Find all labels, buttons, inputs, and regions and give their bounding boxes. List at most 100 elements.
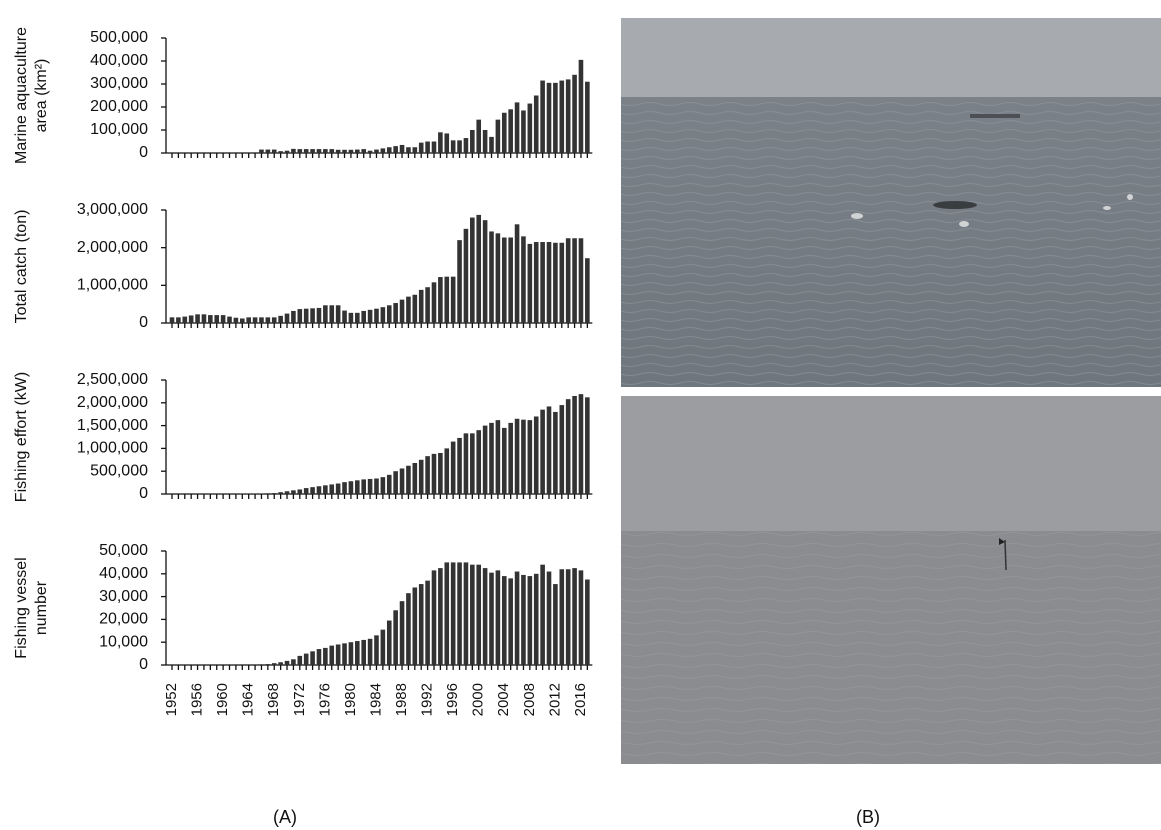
bar [342, 482, 347, 494]
y-tick-label: 0 [139, 656, 148, 673]
bar [406, 147, 411, 153]
bar [323, 149, 328, 153]
bar [355, 313, 360, 323]
bar [336, 484, 341, 494]
bar [470, 130, 475, 153]
bar [342, 643, 347, 665]
y-tick-label: 1,000,000 [77, 277, 148, 294]
bar [310, 487, 315, 494]
bar [521, 420, 526, 494]
bar [579, 60, 584, 153]
panel-label: (A) [273, 807, 297, 827]
bar [234, 318, 239, 323]
bar [336, 305, 341, 323]
bar [182, 317, 187, 323]
bar [291, 149, 296, 153]
bar [259, 664, 264, 665]
y-tick-label: 30,000 [99, 588, 148, 605]
bar [521, 575, 526, 665]
bar [496, 120, 501, 153]
bar [419, 290, 424, 323]
bar [323, 305, 328, 323]
bar [585, 580, 590, 666]
bar [540, 565, 545, 665]
bar [304, 654, 309, 665]
y-tick-label: 100,000 [90, 121, 148, 138]
bar [419, 143, 424, 153]
x-tick-label: 1976 [316, 683, 333, 716]
bar [413, 587, 418, 665]
bar [342, 150, 347, 153]
bar [559, 569, 564, 665]
x-tick-label: 1972 [291, 683, 308, 716]
bar [329, 149, 334, 153]
bar [393, 471, 398, 494]
bar [432, 454, 437, 494]
bar [266, 317, 271, 323]
bar [336, 644, 341, 665]
bar [476, 565, 481, 665]
bar [291, 490, 296, 494]
bar [323, 485, 328, 494]
bar [425, 287, 430, 323]
bar [361, 640, 366, 665]
bar [547, 242, 552, 323]
bar [374, 309, 379, 323]
y-tick-label: 200,000 [90, 98, 148, 115]
bar [432, 142, 437, 154]
bar [298, 656, 303, 665]
bar [585, 397, 590, 494]
bar [502, 237, 507, 323]
bar [489, 137, 494, 153]
bar [304, 488, 309, 494]
bar [438, 568, 443, 665]
bar [253, 317, 258, 323]
bar [547, 406, 552, 494]
bar [387, 305, 392, 323]
bar [406, 466, 411, 494]
y-tick-label: 50,000 [99, 542, 148, 559]
bar [438, 132, 443, 153]
bar [374, 150, 379, 153]
bar [425, 456, 430, 494]
bar [336, 150, 341, 153]
bar [317, 149, 322, 153]
bar [540, 81, 545, 153]
bar [349, 642, 354, 665]
bar [496, 233, 501, 323]
bar [278, 662, 283, 665]
bar [349, 150, 354, 153]
bar [438, 453, 443, 494]
bar [515, 572, 520, 665]
bar [438, 277, 443, 323]
photo-bottom [621, 396, 1161, 764]
bar [387, 147, 392, 153]
y-axis-label: Marine aquaculture [13, 27, 30, 164]
bar [361, 311, 366, 323]
bar [368, 151, 373, 153]
bar [528, 104, 533, 153]
bar [278, 316, 283, 323]
bar [502, 428, 507, 494]
bar [381, 630, 386, 665]
bar [214, 315, 219, 323]
bar [246, 317, 251, 323]
bar [266, 493, 271, 494]
bar [572, 75, 577, 153]
bar [317, 308, 322, 323]
bar [572, 396, 577, 494]
bar [329, 484, 334, 494]
bar [170, 317, 175, 323]
y-tick-label: 40,000 [99, 565, 148, 582]
bar [259, 150, 264, 153]
bar [572, 568, 577, 665]
bar [355, 150, 360, 153]
bar [444, 562, 449, 665]
bar [227, 317, 232, 323]
bar [285, 314, 290, 323]
bar [444, 448, 449, 494]
bar [298, 309, 303, 323]
bar [317, 486, 322, 494]
bar [572, 238, 577, 323]
bar [444, 133, 449, 153]
